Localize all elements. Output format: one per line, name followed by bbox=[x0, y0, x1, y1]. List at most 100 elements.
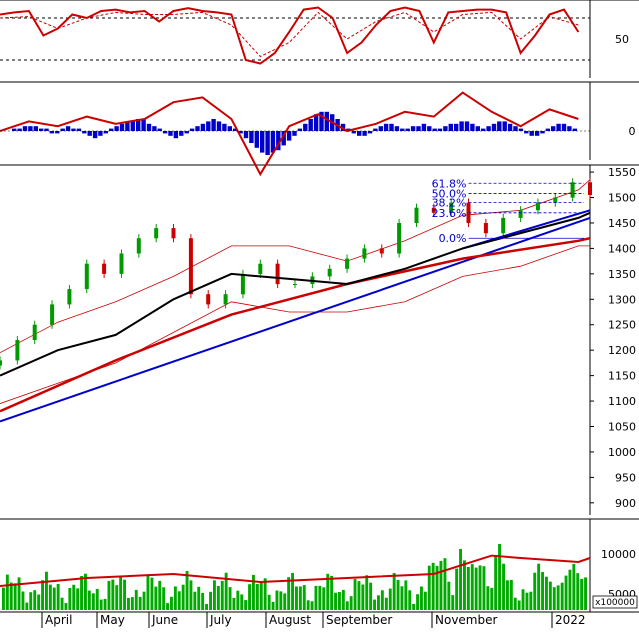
macd-histogram-bar bbox=[141, 119, 146, 131]
volume-bar bbox=[306, 600, 310, 610]
volume-bar bbox=[541, 572, 544, 610]
volume-bar bbox=[267, 594, 271, 610]
macd-histogram-bar bbox=[367, 131, 373, 134]
volume-bar bbox=[494, 556, 498, 610]
volume-bar bbox=[259, 581, 263, 610]
macd-histogram-bar bbox=[400, 128, 405, 131]
candle-body bbox=[449, 202, 454, 213]
ma50-line bbox=[0, 211, 591, 377]
macd-histogram-bar bbox=[394, 126, 400, 131]
volume-bar bbox=[64, 603, 68, 610]
macd-histogram-bar bbox=[270, 131, 276, 153]
volume-bar bbox=[318, 585, 322, 610]
macd-histogram-bar bbox=[389, 123, 394, 131]
price-tick-label: 1500 bbox=[608, 192, 636, 205]
macd-histogram-bar bbox=[524, 131, 529, 134]
volume-bar bbox=[193, 591, 197, 610]
time-tick-label: August bbox=[269, 613, 311, 627]
volume-bar bbox=[580, 578, 584, 610]
candle-body bbox=[32, 324, 37, 340]
price-tick-label: 1350 bbox=[608, 268, 636, 281]
fib-level-label: 50.0% bbox=[432, 187, 467, 200]
volume-bar bbox=[5, 574, 9, 610]
volume-bar bbox=[111, 579, 115, 610]
candle-body bbox=[362, 248, 367, 259]
macd-histogram-bar bbox=[513, 126, 518, 131]
stoch-main-line bbox=[0, 6, 580, 65]
macd-histogram-bar bbox=[173, 131, 179, 139]
volume-bar bbox=[302, 585, 306, 610]
macd-histogram-bar bbox=[184, 131, 189, 134]
macd-histogram-bar bbox=[556, 123, 561, 131]
volume-bar bbox=[341, 589, 345, 610]
candle-body bbox=[414, 207, 419, 223]
volume-bar bbox=[506, 580, 509, 610]
macd-line bbox=[0, 91, 579, 177]
volume-bar bbox=[56, 584, 60, 610]
volume-ma-line bbox=[0, 554, 591, 587]
volume-bar bbox=[423, 591, 427, 610]
macd-histogram-bar bbox=[427, 126, 432, 131]
macd-histogram-bar bbox=[189, 128, 195, 131]
macd-histogram-bar bbox=[130, 121, 135, 131]
candle-body bbox=[240, 273, 245, 295]
volume-bar bbox=[84, 573, 87, 610]
volume-bar bbox=[146, 574, 150, 610]
fib-level-label: 0.0% bbox=[439, 232, 467, 245]
macd-histogram-bar bbox=[448, 123, 453, 131]
volume-bar bbox=[25, 602, 29, 610]
volume-bar bbox=[365, 575, 369, 610]
macd-histogram-bar bbox=[378, 126, 383, 131]
volume-unit-box bbox=[592, 595, 638, 609]
candle-body bbox=[553, 197, 558, 203]
macd-histogram-bar bbox=[319, 111, 324, 131]
candle-body bbox=[483, 223, 488, 234]
macd-histogram-bar bbox=[227, 126, 232, 131]
macd-histogram-bar bbox=[125, 121, 130, 131]
volume-bar bbox=[13, 583, 17, 610]
macd-histogram-bar bbox=[114, 126, 119, 131]
volume-bar bbox=[529, 591, 533, 610]
volume-bar bbox=[525, 592, 529, 610]
volume-bar bbox=[72, 584, 76, 610]
volume-bar bbox=[537, 563, 541, 610]
macd-histogram-bar bbox=[233, 128, 238, 131]
macd-histogram-bar bbox=[33, 126, 38, 131]
volume-bar bbox=[466, 567, 470, 610]
macd-histogram-bar bbox=[421, 123, 427, 131]
volume-bar bbox=[345, 601, 349, 610]
volume-bar bbox=[213, 580, 216, 610]
volume-bar bbox=[271, 601, 275, 610]
volume-bar bbox=[154, 586, 158, 610]
volume-bar bbox=[400, 586, 404, 610]
volume-bar bbox=[482, 566, 486, 610]
trendline-0 bbox=[0, 216, 591, 423]
macd-histogram-bar bbox=[351, 131, 356, 134]
volume-bar bbox=[412, 603, 416, 610]
macd-histogram-bar bbox=[157, 128, 162, 131]
volume-bar bbox=[228, 587, 232, 610]
volume-bar bbox=[388, 588, 392, 610]
macd-histogram-bar bbox=[12, 128, 17, 131]
volume-bar bbox=[474, 567, 478, 610]
time-tick-label: September bbox=[326, 613, 392, 627]
volume-bar bbox=[545, 576, 548, 610]
volume-bar bbox=[29, 592, 33, 610]
candle-body bbox=[327, 268, 332, 277]
volume-bar bbox=[349, 596, 353, 610]
macd-histogram-bar bbox=[432, 128, 437, 131]
volume-bar bbox=[392, 573, 396, 610]
candle-body bbox=[501, 217, 506, 234]
volume-bar bbox=[220, 580, 224, 610]
macd-histogram-bar bbox=[238, 131, 243, 134]
volume-bar bbox=[584, 577, 587, 610]
macd-histogram-bar bbox=[303, 123, 308, 131]
candle-body bbox=[570, 182, 575, 198]
volume-bar bbox=[459, 549, 462, 610]
volume-bar bbox=[451, 595, 455, 610]
macd-histogram-bar bbox=[281, 131, 286, 146]
macd-histogram-bar bbox=[152, 126, 157, 131]
volume-bar bbox=[103, 598, 107, 610]
macd-histogram-bar bbox=[92, 131, 98, 139]
volume-bar bbox=[287, 577, 291, 610]
